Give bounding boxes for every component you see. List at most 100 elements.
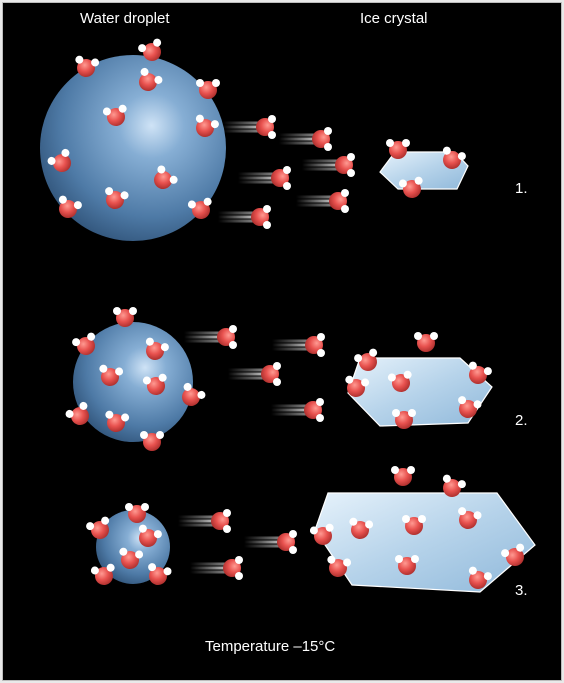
- water-molecule: [327, 555, 352, 577]
- hydrogen-atom: [414, 332, 422, 340]
- oxygen-atom: [271, 169, 289, 187]
- oxygen-atom: [256, 118, 274, 136]
- water-molecule: [187, 197, 212, 219]
- oxygen-atom: [154, 171, 172, 189]
- motion-trail: [223, 121, 259, 133]
- oxygen-atom: [101, 368, 119, 386]
- hydrogen-atom: [273, 378, 281, 386]
- hydrogen-atom: [473, 400, 482, 409]
- hydrogen-atom: [212, 79, 220, 87]
- oxygen-atom: [347, 379, 365, 397]
- water-molecule: [145, 337, 169, 360]
- hydrogen-atom: [458, 396, 467, 405]
- moving-water-molecule: [277, 530, 297, 554]
- oxygen-atom: [304, 401, 322, 419]
- oxygen-atom: [77, 59, 95, 77]
- motion-trails: [178, 121, 338, 574]
- oxygen-atom: [211, 512, 229, 530]
- hydrogen-atom: [235, 556, 243, 564]
- water-molecule: [105, 410, 130, 432]
- hydrogen-atom: [411, 555, 419, 563]
- oxygen-atom: [403, 180, 421, 198]
- hydrogen-atom: [483, 572, 492, 581]
- oxygen-atom: [314, 527, 332, 545]
- hydrogen-atom: [169, 175, 178, 184]
- moving-water-molecule: [217, 325, 237, 349]
- oxygen-atom: [335, 156, 353, 174]
- hydrogen-atom: [145, 337, 154, 346]
- water-molecule: [86, 516, 110, 539]
- stage-number-3: 3.: [515, 582, 528, 599]
- hydrogen-atom: [65, 409, 74, 418]
- motion-trail: [279, 133, 315, 145]
- oxygen-atom: [443, 479, 461, 497]
- moving-water-molecule: [261, 362, 281, 386]
- hydrogen-atom: [324, 143, 332, 151]
- hydrogen-atom: [106, 563, 115, 572]
- hydrogen-atom: [129, 307, 137, 315]
- hydrogen-atom: [235, 572, 243, 580]
- oxygen-atom: [395, 411, 413, 429]
- hydrogen-atom: [223, 509, 231, 517]
- oxygen-atom: [71, 407, 89, 425]
- water-molecule: [119, 547, 144, 569]
- hydrogen-atom: [408, 409, 416, 417]
- oxygen-atom: [405, 517, 423, 535]
- hydrogen-atom: [349, 517, 358, 526]
- hydrogen-atom: [387, 373, 396, 382]
- water-molecule: [458, 396, 482, 418]
- oxygen-atom: [107, 108, 125, 126]
- hydrogen-atom: [325, 523, 334, 532]
- water-molecule: [398, 176, 423, 198]
- water-molecule: [154, 165, 178, 189]
- motion-trail: [271, 404, 307, 416]
- hydrogen-atom: [58, 195, 67, 204]
- hydrogen-atom: [91, 58, 100, 67]
- oxygen-atom: [106, 191, 124, 209]
- oxygen-atom: [398, 557, 416, 575]
- oxygen-atom: [469, 571, 487, 589]
- moving-water-molecule: [329, 189, 349, 213]
- hydrogen-atom: [316, 414, 324, 422]
- motion-trail: [218, 211, 254, 223]
- hydrogen-atom: [395, 555, 403, 563]
- water-molecule: [501, 543, 525, 566]
- oxygen-atom: [139, 73, 157, 91]
- water-molecule: [386, 139, 410, 159]
- hydrogen-atom: [309, 526, 318, 535]
- water-molecule: [140, 431, 164, 451]
- oxygen-atom: [329, 559, 347, 577]
- hydrogen-atom: [160, 343, 169, 352]
- hydrogen-atom: [140, 431, 148, 439]
- hydrogen-atom: [223, 525, 231, 533]
- hydrogen-atom: [148, 563, 157, 572]
- hydrogen-atom: [263, 221, 271, 229]
- water-molecule: [392, 409, 416, 429]
- hydrogen-atom: [210, 120, 219, 129]
- oxygen-atom: [199, 81, 217, 99]
- hydrogen-atom: [386, 139, 394, 147]
- hydrogen-atom: [99, 364, 108, 373]
- water-molecule: [99, 364, 124, 386]
- hydrogen-atom: [369, 348, 378, 357]
- water-molecule: [414, 332, 438, 352]
- oxygen-atom: [182, 388, 200, 406]
- oxygen-atom: [359, 353, 377, 371]
- hydrogen-atom: [468, 361, 477, 370]
- oxygen-atom: [116, 309, 134, 327]
- oxygen-atom: [469, 366, 487, 384]
- oxygen-atom: [277, 533, 295, 551]
- hydrogen-atom: [268, 131, 276, 139]
- hydrogen-atom: [157, 165, 166, 174]
- water-molecule: [125, 503, 149, 523]
- hydrogen-atom: [86, 522, 95, 531]
- water-molecule: [442, 146, 466, 169]
- hydrogen-atom: [458, 507, 467, 516]
- ice-crystal-2: [347, 357, 493, 427]
- water-molecule: [105, 187, 129, 209]
- hydrogen-atom: [47, 156, 56, 165]
- hydrogen-atom: [113, 307, 121, 315]
- hydrogen-atom: [121, 413, 130, 422]
- hydrogen-atom: [75, 55, 84, 64]
- oxygen-atom: [459, 511, 477, 529]
